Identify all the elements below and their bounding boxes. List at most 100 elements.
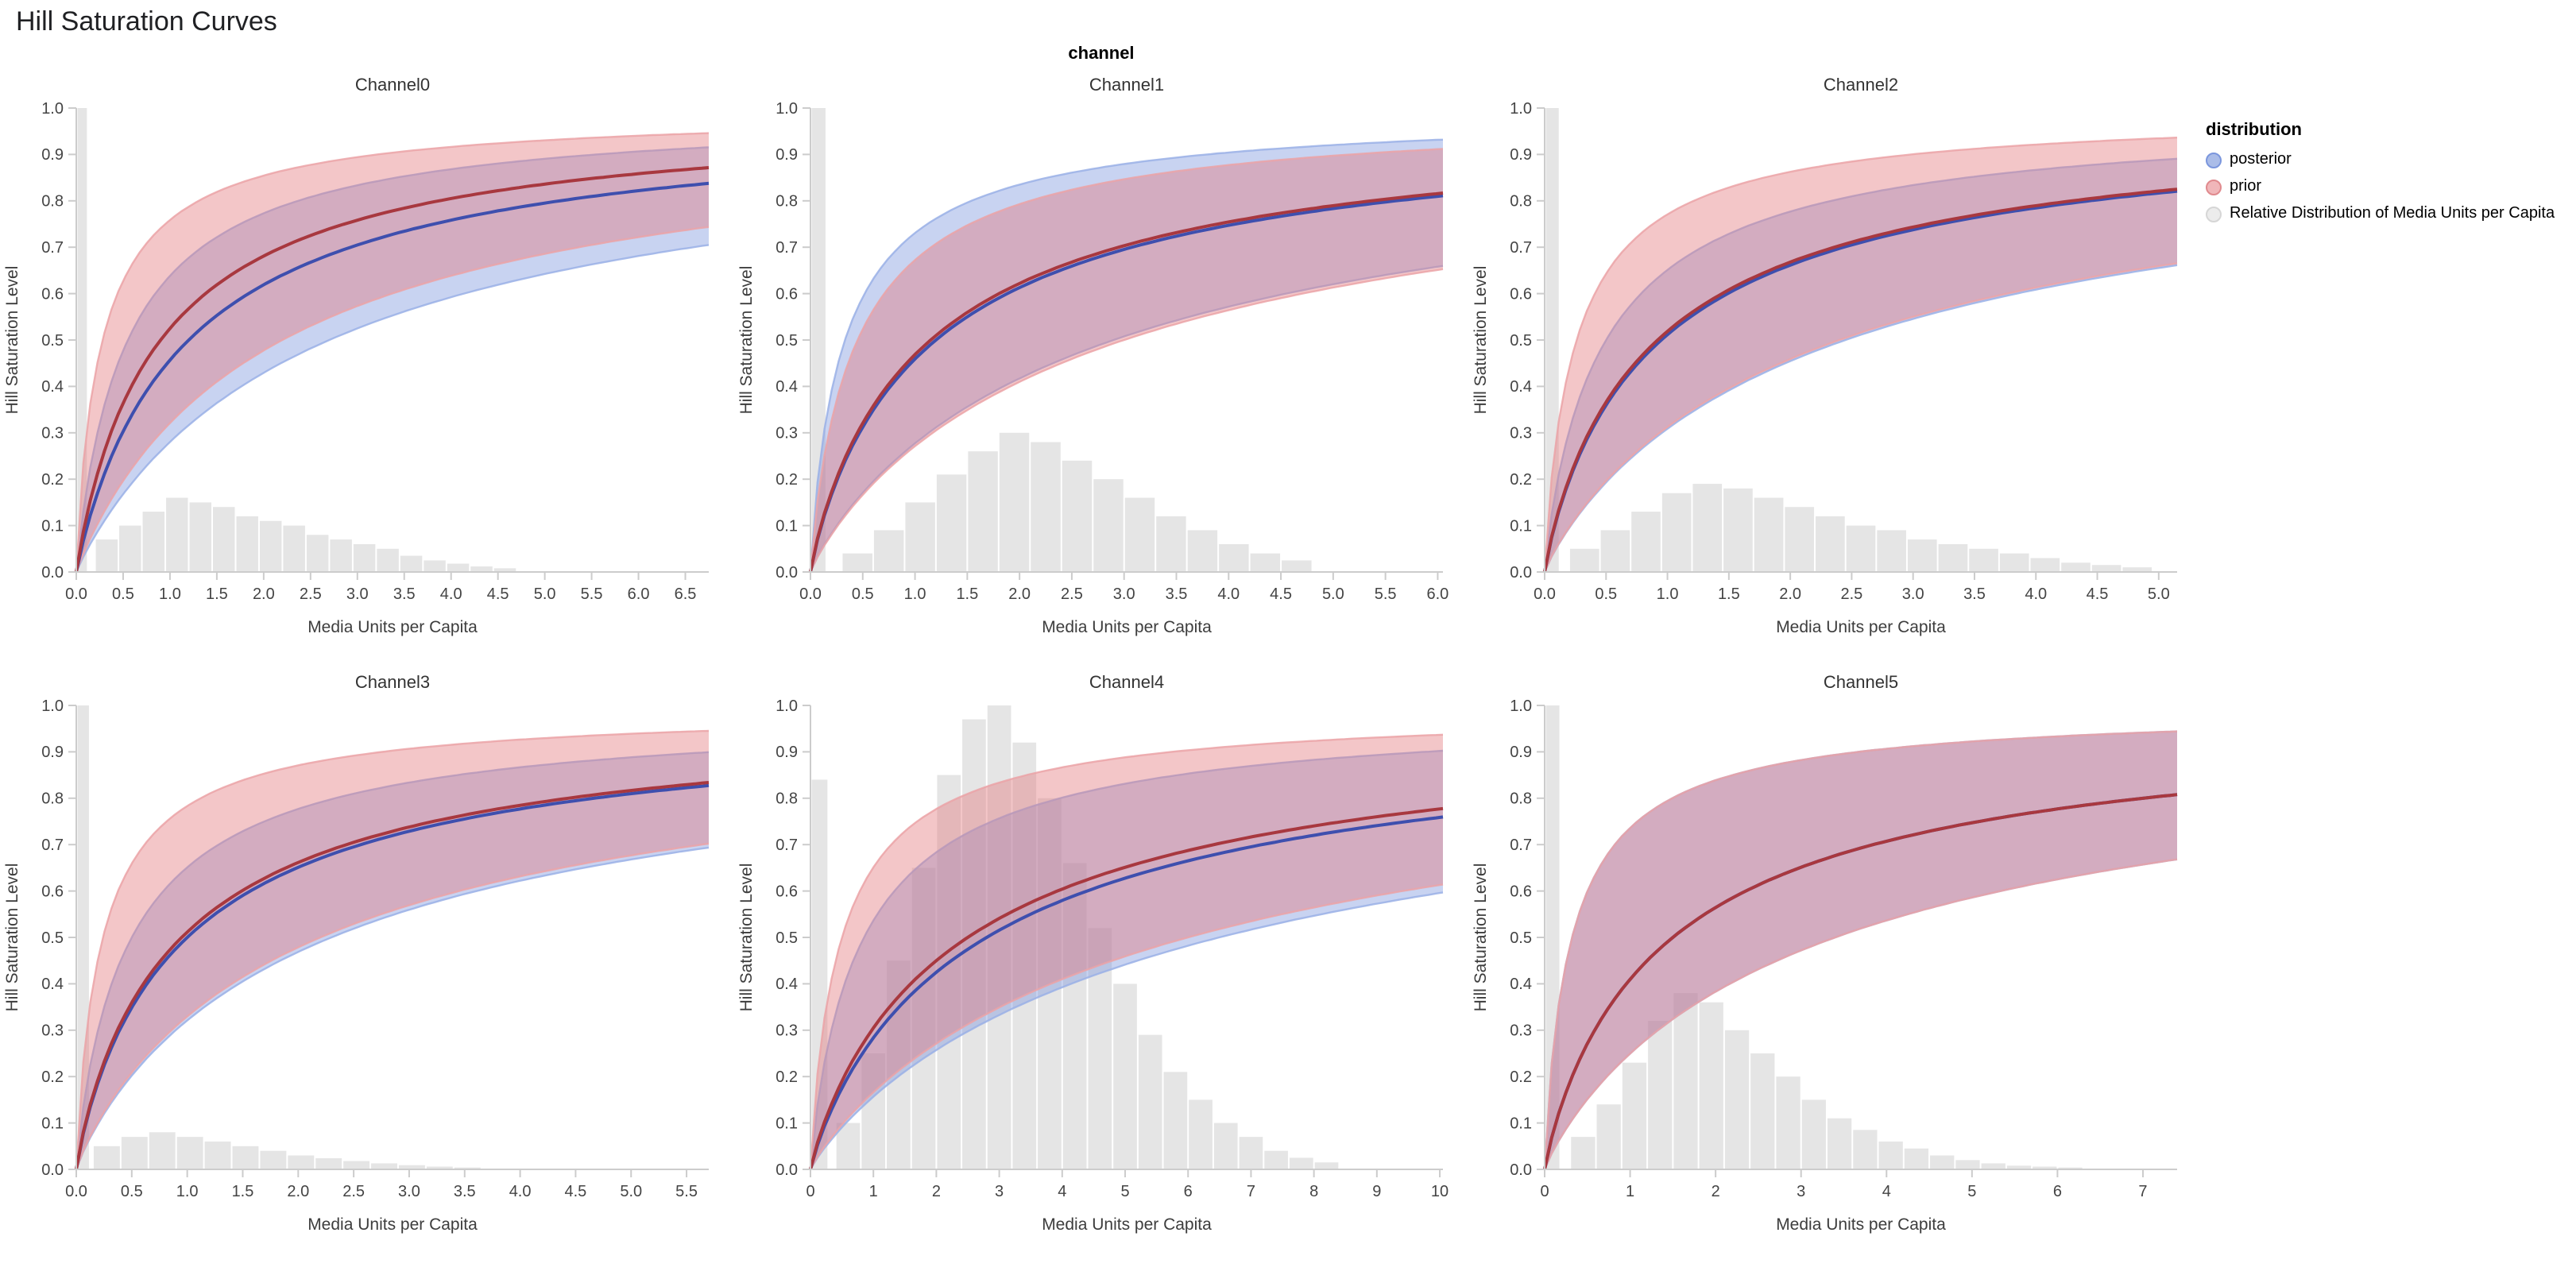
svg-text:0.1: 0.1	[1510, 1115, 1532, 1132]
svg-text:10: 10	[1431, 1183, 1449, 1200]
svg-text:0.7: 0.7	[776, 837, 798, 854]
svg-text:6: 6	[1184, 1183, 1193, 1200]
svg-text:0.5: 0.5	[1595, 585, 1617, 603]
svg-text:0.7: 0.7	[41, 837, 64, 854]
svg-text:0.2: 0.2	[41, 1068, 64, 1086]
svg-text:0.5: 0.5	[1510, 332, 1532, 350]
svg-text:0.6: 0.6	[41, 285, 64, 303]
svg-text:1.0: 1.0	[41, 697, 64, 715]
hill-chart-channel2: Channel2 0.0 0.1 0.2 0.3 0.4 0.5 0.6 0.7 0.8 0.9 1.…	[1472, 75, 2178, 636]
svg-text:1.0: 1.0	[1510, 697, 1532, 715]
svg-text:0.5: 0.5	[776, 929, 798, 947]
prior-mean-line	[75, 166, 710, 573]
media-units-histogram	[1545, 705, 2083, 1169]
svg-text:0.2: 0.2	[41, 471, 64, 489]
svg-text:3.0: 3.0	[398, 1183, 420, 1200]
chart-title: Channel5	[1824, 672, 1898, 692]
axes: 0.0 0.1 0.2 0.3 0.4 0.5 0.6 0.7 0.8 0.9 1.0 0 1 2 3 4 5 6…	[1472, 697, 2177, 1234]
svg-text:2.0: 2.0	[1008, 585, 1031, 603]
posterior-upper-edge	[75, 146, 710, 573]
y-axis-title: Hill Saturation Level	[737, 266, 756, 415]
prior-mean-line	[809, 191, 1444, 573]
posterior-upper-edge	[1543, 157, 2178, 573]
svg-text:6: 6	[2053, 1183, 2062, 1200]
svg-text:7: 7	[1247, 1183, 1255, 1200]
svg-text:5: 5	[1120, 1183, 1129, 1200]
legend-title: distribution	[2206, 121, 2302, 140]
prior-band	[1545, 731, 2177, 1169]
posterior-lower-edge	[1543, 264, 2178, 573]
posterior-band	[810, 139, 1443, 573]
svg-text:7: 7	[2138, 1183, 2147, 1200]
prior-mean-line	[75, 781, 710, 1170]
svg-text:0.3: 0.3	[1510, 1022, 1532, 1040]
hill-chart-channel3: Channel3 0.0 0.1 0.2 0.3 0.4 0.5 0.6 0.7 0.8 0.9 1.…	[3, 672, 710, 1234]
chart-cell-channel4: Channel4 0.0 0.1 0.2 0.3 0.4 0.5 0.6 0.7 0.8 0.9 1.…	[734, 664, 1468, 1249]
svg-text:0.1: 0.1	[776, 517, 798, 535]
svg-text:3.0: 3.0	[1902, 585, 1924, 603]
y-axis-title: Hill Saturation Level	[3, 266, 21, 415]
svg-text:0.2: 0.2	[1510, 1068, 1532, 1086]
svg-text:0.7: 0.7	[1510, 837, 1532, 854]
legend-items: posterior prior Relative Distribution of M…	[2206, 151, 2568, 222]
main-layout: channel Channel0 0.0 0.1 0.2 0.3 0.4 0.5 0.6 0.7…	[0, 38, 2576, 1249]
svg-text:0.0: 0.0	[1510, 564, 1532, 582]
hill-chart-channel5: Channel5 0.0 0.1 0.2 0.3 0.4 0.5 0.6 0.7 0.8 0.9 1.…	[1472, 672, 2178, 1234]
legend: distribution posterior prior Relative Dist…	[2203, 38, 2568, 232]
svg-text:0.6: 0.6	[776, 285, 798, 303]
svg-text:0.6: 0.6	[776, 883, 798, 900]
legend-item-posterior: posterior	[2206, 151, 2568, 168]
y-axis-title: Hill Saturation Level	[737, 864, 756, 1012]
svg-text:0.5: 0.5	[41, 929, 64, 947]
svg-text:4: 4	[1882, 1183, 1891, 1200]
prior-upper-edge	[1543, 730, 2178, 1170]
y-axis-title: Hill Saturation Level	[1472, 266, 1490, 415]
svg-text:1.0: 1.0	[176, 1183, 199, 1200]
svg-text:0.0: 0.0	[776, 564, 798, 582]
chart-cell-channel3: Channel3 0.0 0.1 0.2 0.3 0.4 0.5 0.6 0.7 0.8 0.9 1.…	[0, 664, 734, 1249]
page-title: Hill Saturation Curves	[16, 6, 277, 37]
posterior-upper-edge	[809, 749, 1444, 1170]
prior-lower-edge	[75, 842, 710, 1170]
prior-band	[1545, 137, 2177, 572]
svg-text:8: 8	[1309, 1183, 1318, 1200]
svg-text:3.5: 3.5	[1963, 585, 1986, 603]
svg-text:0.0: 0.0	[1534, 585, 1556, 603]
svg-text:6.0: 6.0	[1427, 585, 1449, 603]
svg-text:2.0: 2.0	[287, 1183, 309, 1200]
svg-text:0.3: 0.3	[1510, 425, 1532, 442]
svg-text:0.5: 0.5	[121, 1183, 143, 1200]
svg-text:0.0: 0.0	[41, 564, 64, 582]
svg-text:2.5: 2.5	[300, 585, 322, 603]
prior-upper-edge	[75, 729, 710, 1170]
svg-text:5.5: 5.5	[1375, 585, 1397, 603]
svg-text:3.5: 3.5	[393, 585, 416, 603]
svg-text:4.5: 4.5	[1270, 585, 1292, 603]
legend-swatch-icon	[2206, 206, 2222, 222]
svg-text:0.0: 0.0	[799, 585, 822, 603]
svg-text:0.1: 0.1	[41, 517, 64, 535]
legend-swatch-icon	[2206, 152, 2222, 168]
svg-text:0.0: 0.0	[776, 1161, 798, 1179]
axes: 0.0 0.1 0.2 0.3 0.4 0.5 0.6 0.7 0.8 0.9 1.0 0.0 0.5 1…	[737, 100, 1449, 636]
svg-text:1.0: 1.0	[41, 100, 64, 118]
svg-text:3.0: 3.0	[346, 585, 369, 603]
svg-text:0.0: 0.0	[41, 1161, 64, 1179]
svg-text:1.5: 1.5	[232, 1183, 254, 1200]
svg-text:0.8: 0.8	[776, 790, 798, 808]
svg-text:0.0: 0.0	[1510, 1161, 1532, 1179]
svg-text:1.5: 1.5	[1718, 585, 1740, 603]
legend-item-label: posterior	[2230, 151, 2292, 168]
svg-text:3: 3	[1797, 1183, 1805, 1200]
chart-title: Channel3	[355, 672, 430, 692]
svg-text:0.0: 0.0	[65, 585, 87, 603]
svg-text:1.0: 1.0	[776, 100, 798, 118]
svg-text:0.2: 0.2	[776, 471, 798, 489]
prior-mean-line	[1543, 793, 2178, 1170]
prior-lower-edge	[809, 883, 1444, 1170]
svg-text:0.4: 0.4	[41, 976, 64, 993]
posterior-band	[1545, 731, 2177, 1169]
svg-text:0.8: 0.8	[1510, 790, 1532, 808]
svg-text:0.4: 0.4	[1510, 378, 1532, 396]
prior-lower-edge	[809, 268, 1444, 573]
